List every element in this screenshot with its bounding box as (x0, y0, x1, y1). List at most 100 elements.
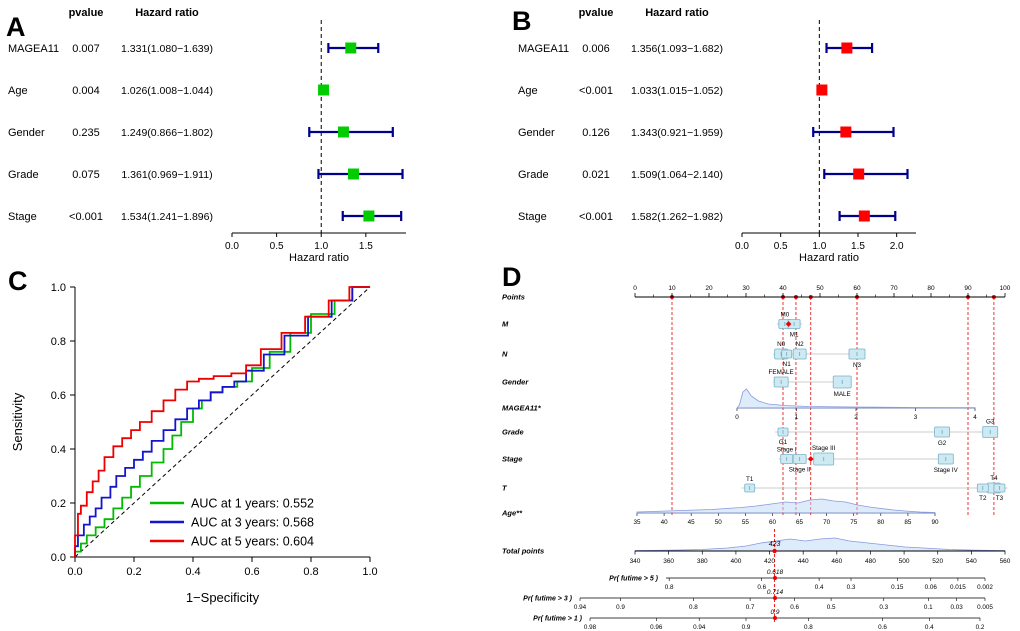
column-header-hazard-ratio: Hazard ratio (645, 7, 709, 19)
panel-nomogram: D Points 0 10 20 30 40 50 60 70 80 90 100 M M0 M1 N N0 N2… (440, 262, 1020, 631)
category-label: T3 (996, 495, 1004, 502)
panel-roc: C 0.0 0.2 0.4 0.6 0.8 1.0 0.0 0.2 0.4 0.6 0.8 1.0 AU… (0, 262, 440, 631)
red-total-value: 423 (769, 541, 781, 548)
total-points-tick-label: 380 (697, 558, 708, 565)
hazard-ratio-cell: 1.361(0.969−1.911) (121, 169, 212, 181)
panel-label-b: B (512, 6, 532, 36)
variable-tick-label: 80 (877, 519, 885, 526)
total-points-density (634, 537, 1006, 552)
probability-tick-label: 0.1 (924, 604, 933, 611)
x-tick-label: 0.0 (225, 241, 239, 252)
forest-plot-univariate-svg: pvalue Hazard ratio MAGEA11 0.007 1.331(1.08… (8, 7, 406, 262)
category-label: Stage I (777, 447, 797, 454)
pvalue-cell: <0.001 (579, 211, 613, 223)
points-tick-label: 40 (779, 285, 787, 292)
red-probability-marker (773, 596, 777, 600)
panel-label-a: A (6, 12, 26, 42)
category-label: G2 (938, 440, 947, 447)
points-tick-label: 60 (853, 285, 861, 292)
total-points-tick-label: 400 (730, 558, 741, 565)
category-label: N0 (777, 341, 786, 348)
total-points-tick-label: 460 (831, 558, 842, 565)
variable-name: MAGEA11 (518, 43, 569, 55)
red-value-marker (785, 321, 792, 327)
variable-name: MAGEA11 (8, 43, 59, 55)
probability-tick-label: 0.94 (574, 604, 587, 611)
y-tick-label: 0.8 (51, 336, 66, 348)
y-tick-label: 1.0 (51, 282, 66, 294)
nomogram-row-label: Total points (502, 547, 544, 556)
total-points-tick-label: 340 (630, 558, 641, 565)
variable-tick-label: 55 (742, 519, 750, 526)
pvalue-cell: 0.075 (72, 169, 100, 181)
variable-tick-label: 60 (769, 519, 777, 526)
variable-name: Age (518, 85, 538, 97)
category-label: MALE (834, 391, 851, 398)
variable-tick-label: 75 (850, 519, 858, 526)
total-points-tick-label: 440 (798, 558, 809, 565)
pvalue-cell: 0.004 (72, 85, 100, 97)
points-tick-label: 70 (890, 285, 898, 292)
variable-name: Age (8, 85, 28, 97)
probability-tick-label: 0.005 (977, 604, 993, 611)
y-tick-label: 0.2 (51, 498, 66, 510)
nomogram-row-label: Grade (502, 428, 524, 437)
roc-curve (74, 286, 370, 557)
total-points-tick-label: 540 (966, 558, 977, 565)
variable-tick-label: 90 (931, 519, 939, 526)
total-points-tick-label: 360 (663, 558, 674, 565)
x-tick-label: 0.0 (67, 566, 82, 578)
variable-tick-label: 1 (795, 414, 799, 421)
hr-marker (841, 42, 853, 54)
roc-curve (74, 286, 370, 557)
x-tick-label: 0.4 (185, 566, 200, 578)
y-tick-label: 0.0 (51, 552, 66, 564)
category-label: N1 (783, 361, 792, 368)
pvalue-cell: 0.006 (582, 43, 610, 55)
probability-tick-label: 0.3 (879, 604, 888, 611)
variable-name: Grade (518, 169, 549, 181)
category-label: FEMALE (769, 369, 794, 376)
variable-tick-label: 70 (823, 519, 831, 526)
nomogram-row-label: Pr( futime > 5 ) (609, 576, 658, 583)
probability-tick-label: 0.9 (742, 624, 751, 631)
category-label: G3 (986, 419, 995, 426)
x-tick-label: 1.0 (314, 241, 328, 252)
column-header-pvalue: pvalue (69, 7, 104, 19)
nomogram-row-label: Pr( futime > 3 ) (523, 596, 572, 603)
probability-tick-label: 0.9 (616, 604, 625, 611)
variable-tick-label: 2 (854, 414, 858, 421)
nomogram-row-label: N (502, 350, 508, 359)
red-value-marker (807, 456, 814, 462)
y-tick-label: 0.6 (51, 390, 66, 402)
probability-tick-label: 0.06 (925, 584, 938, 591)
density-curve (736, 388, 976, 409)
probability-tick-label: 0.4 (925, 624, 934, 631)
category-label: T4 (990, 475, 998, 482)
category-label: T2 (979, 495, 987, 502)
diagonal-reference-line (74, 286, 371, 558)
nomogram-row-label: Points (502, 293, 525, 302)
variable-tick-label: 35 (633, 519, 641, 526)
points-tick-label: 10 (668, 285, 676, 292)
density-curve (636, 498, 936, 514)
variable-name: Stage (518, 211, 547, 223)
points-tick-label: 50 (816, 285, 824, 292)
probability-tick-label: 0.3 (847, 584, 856, 591)
probability-tick-label: 0.002 (977, 584, 993, 591)
nomogram-row-label: Age** (501, 509, 523, 518)
hazard-ratio-cell: 1.249(0.866−1.802) (121, 127, 213, 139)
x-tick-label: 0.0 (735, 241, 749, 252)
red-probability-value: 0.618 (767, 569, 784, 576)
column-header-pvalue: pvalue (579, 7, 614, 19)
probability-tick-label: 0.96 (650, 624, 663, 631)
hr-marker (318, 84, 330, 96)
hazard-ratio-cell: 1.509(1.064−2.140) (631, 169, 723, 181)
hazard-ratio-cell: 1.356(1.093−1.682) (631, 43, 723, 55)
probability-tick-label: 0.8 (804, 624, 813, 631)
legend-label: AUC at 5 years: 0.604 (191, 535, 314, 549)
x-tick-label: 0.5 (774, 241, 788, 252)
probability-tick-label: 0.5 (827, 604, 836, 611)
probability-tick-label: 0.2 (976, 624, 985, 631)
